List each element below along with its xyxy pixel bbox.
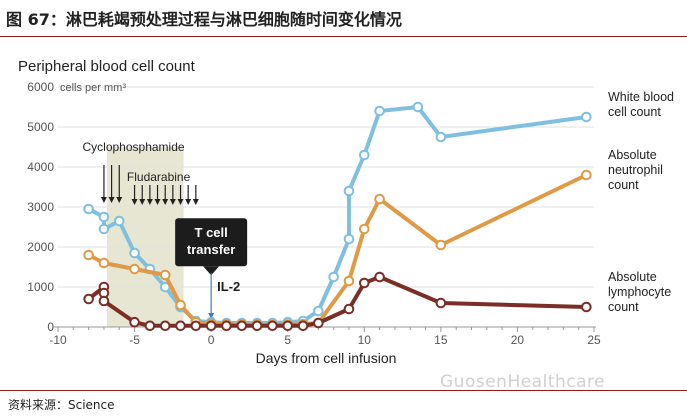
data-point-1	[358, 223, 370, 235]
x-tick-label: 25	[587, 333, 601, 347]
data-point-0	[313, 305, 324, 317]
data-point-0	[435, 131, 447, 143]
x-tick-label: 5	[284, 333, 291, 347]
data-point-2	[159, 320, 171, 332]
fludarabine-label: Fludarabine	[127, 170, 191, 184]
series-label-1: count	[608, 178, 639, 192]
figure-footer: 资料来源：Science	[0, 390, 687, 416]
x-tick-label: 0	[208, 333, 215, 347]
data-point-2	[267, 320, 278, 332]
series-line-2	[86, 275, 589, 328]
il2-arrow-head	[208, 313, 215, 319]
data-point-0	[581, 111, 592, 123]
series-label-1: neutrophil	[608, 163, 663, 177]
y-tick-label: 5000	[27, 120, 54, 134]
data-point-1	[83, 249, 94, 261]
data-point-2	[190, 320, 202, 332]
figure-header: 图 67：淋巴耗竭预处理过程与淋巴细胞随时间变化情况	[0, 0, 687, 37]
data-point-2	[297, 320, 309, 332]
data-point-2	[175, 320, 186, 332]
series-label-1: Absolute	[608, 148, 657, 162]
fludarabine-arrow-head	[146, 199, 153, 205]
fludarabine-arrow-head	[192, 199, 199, 205]
y-tick-label: 6000	[27, 80, 54, 94]
fludarabine-arrow-head	[131, 199, 138, 205]
data-point-2	[129, 316, 140, 328]
data-point-2	[343, 303, 355, 315]
chart-title: Peripheral blood cell count	[18, 58, 196, 75]
data-point-2	[374, 271, 385, 283]
data-point-2	[581, 301, 592, 313]
data-point-1	[159, 269, 171, 281]
data-point-0	[98, 211, 110, 223]
data-point-2	[205, 320, 217, 332]
tcell-callout-box	[175, 218, 248, 267]
fludarabine-arrow-head	[185, 199, 192, 205]
data-point-2	[83, 293, 94, 305]
data-point-2	[435, 297, 447, 309]
data-point-2	[282, 320, 294, 332]
data-point-1	[374, 193, 385, 205]
data-point-1	[175, 299, 186, 311]
source-note: 资料来源：Science	[8, 398, 115, 412]
data-point-2	[251, 320, 263, 332]
series-label-0: White blood	[608, 90, 674, 104]
x-tick-label: -10	[49, 333, 67, 347]
cyclophosphamide-label: Cyclophosphamide	[83, 140, 185, 154]
data-point-0	[412, 101, 424, 113]
data-point-1	[129, 263, 140, 275]
series-label-0: cell count	[608, 105, 661, 119]
data-point-2	[236, 320, 248, 332]
watermark: GuosenHealthcare	[440, 372, 606, 392]
x-tick-label: 20	[511, 333, 525, 347]
series-label-2: count	[608, 300, 639, 314]
fludarabine-arrow-head	[162, 199, 169, 205]
data-point-0	[343, 233, 355, 245]
data-point-2	[144, 320, 156, 332]
x-tick-label: 15	[434, 333, 448, 347]
data-point-0	[113, 215, 125, 227]
cyclophosphamide-arrow-head	[100, 197, 107, 203]
tcell-callout-pointer	[203, 266, 220, 276]
series-label-2: lymphocyte	[608, 285, 671, 299]
cyclophosphamide-arrow-head	[108, 197, 115, 203]
data-point-0	[98, 223, 110, 235]
fludarabine-arrow-head	[154, 199, 161, 205]
data-point-2	[358, 277, 370, 289]
data-point-1	[581, 169, 592, 181]
figure-title: 图 67：淋巴耗竭预处理过程与淋巴细胞随时间变化情况	[6, 10, 402, 29]
data-point-0	[374, 105, 385, 117]
data-point-1	[98, 257, 110, 269]
fludarabine-arrow-head	[177, 199, 184, 205]
cell-count-chart: 0 1000 2000 3000 4000 5000 6000 cells per mm³ -1…	[18, 58, 674, 366]
y-tick-label: 4000	[27, 160, 54, 174]
series-label-2: Absolute	[608, 270, 657, 284]
x-tick-label: 10	[358, 333, 372, 347]
y-tick-label: 3000	[27, 200, 54, 214]
data-point-2	[221, 320, 232, 332]
data-point-2	[98, 295, 110, 307]
data-point-0	[328, 271, 339, 283]
il2-label: IL-2	[217, 279, 240, 294]
y-tick-label: 2000	[27, 240, 54, 254]
tcell-callout-text: transfer	[187, 242, 235, 257]
y-tick-label: 1000	[27, 280, 54, 294]
fludarabine-arrow-head	[169, 199, 176, 205]
data-point-0	[83, 203, 94, 215]
y-tick-label: 0	[47, 320, 54, 334]
data-point-0	[129, 247, 140, 259]
data-point-2	[313, 317, 324, 329]
data-point-1	[435, 239, 447, 251]
tcell-callout-text: T cell	[195, 225, 228, 240]
x-tick-label: -5	[129, 333, 140, 347]
cyclophosphamide-arrow-head	[116, 197, 123, 203]
fludarabine-arrow-head	[139, 199, 146, 205]
data-point-1	[343, 275, 355, 287]
data-point-0	[358, 149, 370, 161]
data-point-0	[343, 185, 355, 197]
y-unit-label: cells per mm³	[60, 82, 126, 94]
x-axis-title: Days from cell infusion	[256, 350, 397, 366]
